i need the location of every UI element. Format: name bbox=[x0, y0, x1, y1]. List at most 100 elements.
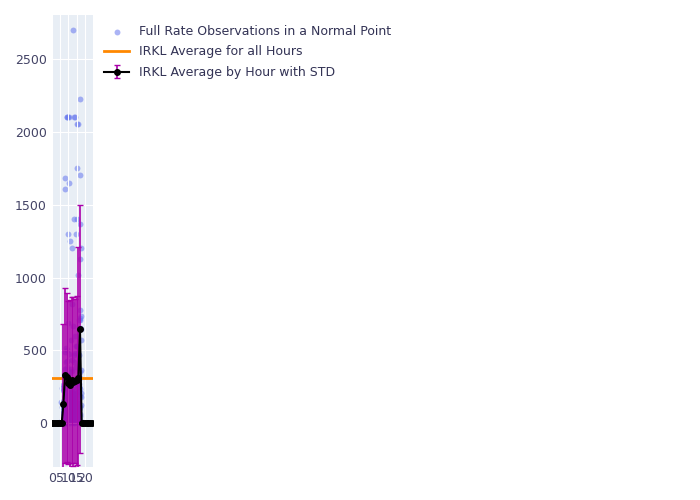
Full Rate Observations in a Normal Point bbox=[74, 404, 85, 412]
Full Rate Observations in a Normal Point bbox=[64, 414, 75, 422]
Full Rate Observations in a Normal Point bbox=[72, 398, 83, 406]
Full Rate Observations in a Normal Point bbox=[71, 404, 82, 412]
Full Rate Observations in a Normal Point bbox=[75, 312, 86, 320]
Full Rate Observations in a Normal Point bbox=[74, 374, 85, 382]
Full Rate Observations in a Normal Point bbox=[62, 392, 73, 400]
Full Rate Observations in a Normal Point bbox=[57, 419, 69, 427]
Full Rate Observations in a Normal Point bbox=[64, 400, 76, 408]
Full Rate Observations in a Normal Point bbox=[57, 416, 69, 424]
Full Rate Observations in a Normal Point bbox=[67, 392, 78, 400]
Full Rate Observations in a Normal Point bbox=[60, 402, 71, 410]
Full Rate Observations in a Normal Point bbox=[66, 416, 78, 424]
Full Rate Observations in a Normal Point bbox=[61, 404, 72, 412]
Full Rate Observations in a Normal Point bbox=[69, 409, 80, 417]
Full Rate Observations in a Normal Point bbox=[71, 399, 83, 407]
Full Rate Observations in a Normal Point bbox=[66, 401, 77, 409]
Full Rate Observations in a Normal Point bbox=[62, 380, 74, 388]
Full Rate Observations in a Normal Point bbox=[68, 358, 79, 366]
Full Rate Observations in a Normal Point bbox=[62, 372, 74, 380]
Full Rate Observations in a Normal Point bbox=[62, 407, 74, 415]
Full Rate Observations in a Normal Point bbox=[60, 374, 71, 382]
Full Rate Observations in a Normal Point bbox=[69, 408, 80, 416]
Full Rate Observations in a Normal Point bbox=[67, 401, 78, 409]
Full Rate Observations in a Normal Point bbox=[74, 316, 85, 324]
Full Rate Observations in a Normal Point bbox=[64, 404, 75, 411]
Full Rate Observations in a Normal Point bbox=[67, 406, 78, 413]
Full Rate Observations in a Normal Point bbox=[60, 374, 71, 382]
Full Rate Observations in a Normal Point bbox=[60, 416, 71, 424]
Full Rate Observations in a Normal Point bbox=[74, 412, 85, 420]
Full Rate Observations in a Normal Point bbox=[62, 417, 74, 425]
Full Rate Observations in a Normal Point bbox=[65, 408, 76, 416]
Full Rate Observations in a Normal Point bbox=[64, 395, 76, 403]
Full Rate Observations in a Normal Point bbox=[71, 417, 83, 425]
Full Rate Observations in a Normal Point bbox=[67, 414, 78, 422]
Full Rate Observations in a Normal Point bbox=[64, 178, 75, 186]
Full Rate Observations in a Normal Point bbox=[62, 346, 73, 354]
Full Rate Observations in a Normal Point bbox=[67, 414, 78, 422]
Full Rate Observations in a Normal Point bbox=[64, 400, 76, 407]
Full Rate Observations in a Normal Point bbox=[65, 403, 76, 411]
Full Rate Observations in a Normal Point bbox=[60, 410, 71, 418]
Full Rate Observations in a Normal Point bbox=[57, 418, 68, 426]
Full Rate Observations in a Normal Point bbox=[57, 384, 68, 392]
Full Rate Observations in a Normal Point bbox=[70, 406, 81, 413]
Full Rate Observations in a Normal Point bbox=[68, 409, 79, 417]
Full Rate Observations in a Normal Point bbox=[75, 403, 86, 411]
Full Rate Observations in a Normal Point bbox=[71, 342, 82, 350]
Full Rate Observations in a Normal Point bbox=[71, 409, 82, 417]
Full Rate Observations in a Normal Point bbox=[61, 372, 72, 380]
Full Rate Observations in a Normal Point bbox=[56, 404, 67, 411]
Full Rate Observations in a Normal Point bbox=[57, 409, 69, 417]
Full Rate Observations in a Normal Point bbox=[64, 368, 76, 376]
Full Rate Observations in a Normal Point bbox=[62, 412, 74, 420]
Full Rate Observations in a Normal Point bbox=[70, 230, 81, 238]
Full Rate Observations in a Normal Point bbox=[62, 230, 73, 238]
Full Rate Observations in a Normal Point bbox=[62, 379, 74, 387]
Full Rate Observations in a Normal Point bbox=[71, 384, 83, 392]
Full Rate Observations in a Normal Point bbox=[60, 388, 71, 396]
Full Rate Observations in a Normal Point bbox=[60, 358, 71, 366]
Full Rate Observations in a Normal Point bbox=[67, 394, 78, 402]
Full Rate Observations in a Normal Point bbox=[68, 416, 79, 424]
Full Rate Observations in a Normal Point bbox=[71, 398, 83, 406]
Full Rate Observations in a Normal Point bbox=[72, 120, 83, 128]
Full Rate Observations in a Normal Point bbox=[68, 417, 79, 425]
Full Rate Observations in a Normal Point bbox=[66, 378, 78, 386]
Full Rate Observations in a Normal Point bbox=[60, 414, 71, 422]
Full Rate Observations in a Normal Point bbox=[64, 410, 75, 418]
Full Rate Observations in a Normal Point bbox=[69, 418, 80, 426]
Full Rate Observations in a Normal Point bbox=[60, 174, 71, 182]
Full Rate Observations in a Normal Point bbox=[67, 418, 78, 426]
Full Rate Observations in a Normal Point bbox=[61, 363, 72, 371]
Full Rate Observations in a Normal Point bbox=[57, 418, 69, 426]
Full Rate Observations in a Normal Point bbox=[72, 402, 83, 410]
Full Rate Observations in a Normal Point bbox=[58, 411, 69, 419]
Full Rate Observations in a Normal Point bbox=[71, 390, 83, 398]
Full Rate Observations in a Normal Point bbox=[65, 394, 76, 402]
Full Rate Observations in a Normal Point bbox=[70, 409, 81, 417]
Full Rate Observations in a Normal Point bbox=[62, 409, 74, 417]
Full Rate Observations in a Normal Point bbox=[65, 412, 76, 420]
Full Rate Observations in a Normal Point bbox=[69, 350, 80, 358]
Full Rate Observations in a Normal Point bbox=[66, 400, 78, 408]
Full Rate Observations in a Normal Point bbox=[73, 410, 84, 418]
Full Rate Observations in a Normal Point bbox=[67, 386, 78, 394]
Full Rate Observations in a Normal Point bbox=[66, 402, 77, 409]
Full Rate Observations in a Normal Point bbox=[71, 404, 83, 412]
Full Rate Observations in a Normal Point bbox=[62, 365, 73, 373]
Full Rate Observations in a Normal Point bbox=[60, 348, 71, 356]
Full Rate Observations in a Normal Point bbox=[64, 388, 75, 396]
Full Rate Observations in a Normal Point bbox=[57, 408, 69, 416]
Full Rate Observations in a Normal Point bbox=[66, 376, 77, 384]
Full Rate Observations in a Normal Point bbox=[70, 390, 81, 398]
Full Rate Observations in a Normal Point bbox=[73, 412, 84, 420]
Full Rate Observations in a Normal Point bbox=[66, 376, 78, 384]
Full Rate Observations in a Normal Point bbox=[64, 413, 76, 421]
Full Rate Observations in a Normal Point bbox=[74, 314, 85, 322]
Full Rate Observations in a Normal Point bbox=[74, 372, 85, 380]
Full Rate Observations in a Normal Point bbox=[60, 398, 71, 406]
Full Rate Observations in a Normal Point bbox=[75, 96, 86, 104]
Full Rate Observations in a Normal Point bbox=[65, 384, 76, 392]
Full Rate Observations in a Normal Point bbox=[73, 417, 84, 425]
